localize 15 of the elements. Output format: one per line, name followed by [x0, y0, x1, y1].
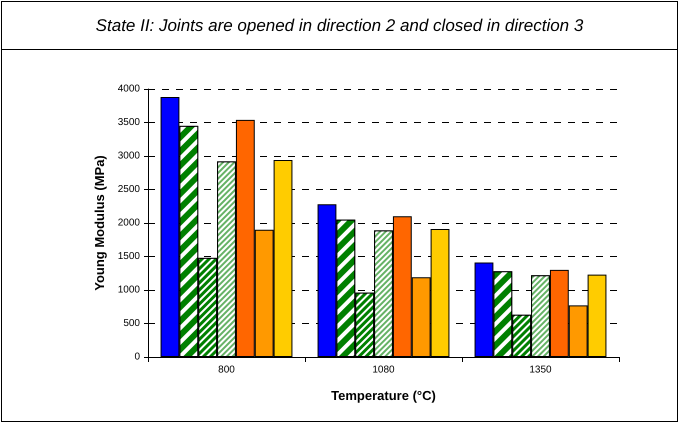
y-tick-label: 4000	[118, 84, 140, 94]
x-tick-label: 1350	[529, 364, 552, 376]
y-tick-label: 1500	[118, 251, 140, 262]
y-axis-title: Young Modulus (MPa)	[92, 155, 107, 291]
x-tick-label: 800	[218, 364, 236, 376]
y-tick-label: 3500	[118, 117, 140, 128]
y-tick-label: 3000	[118, 150, 140, 162]
y-tick-label: 0	[134, 352, 140, 362]
x-tick-label: 1080	[372, 364, 396, 376]
y-tick-label: 500	[123, 318, 140, 329]
x-axis-title: Temperature (°C)	[331, 388, 436, 403]
y-tick-label: 2000	[118, 218, 140, 228]
y-tick-label: 2500	[118, 184, 140, 195]
y-tick-label: 1000	[118, 284, 140, 296]
chart-title: State II: Joints are opened in direction 2 and closed in direction 3	[2, 2, 677, 50]
